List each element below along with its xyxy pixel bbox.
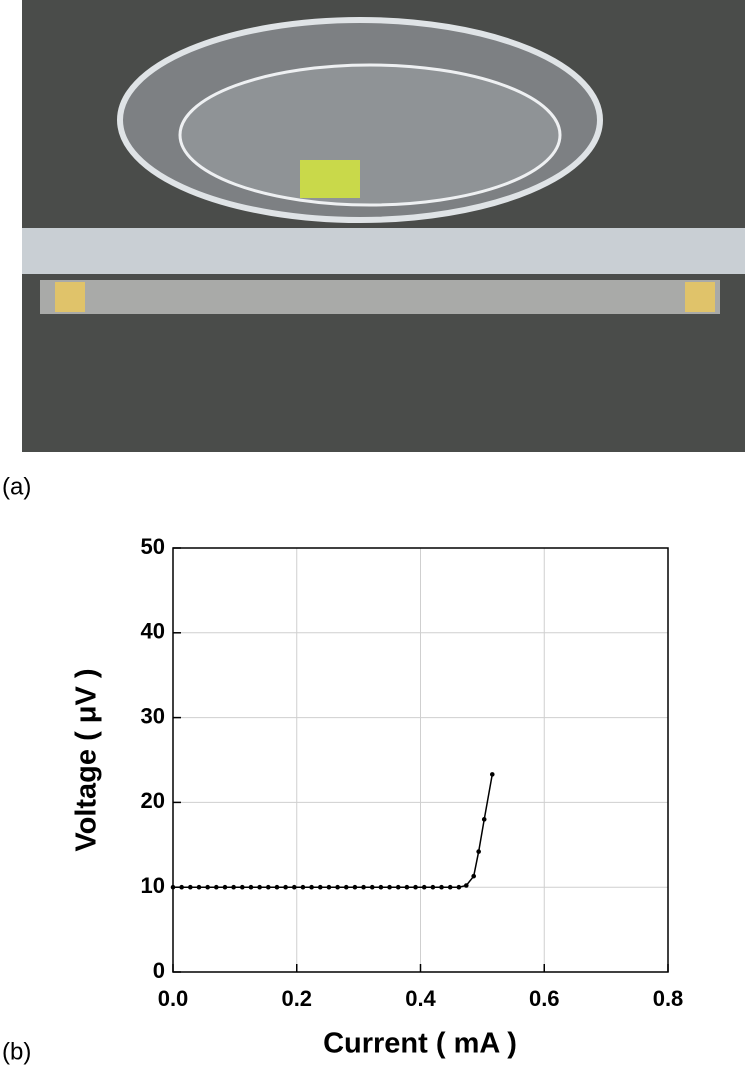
contact xyxy=(685,282,715,312)
data-point xyxy=(378,884,384,890)
data-point xyxy=(395,884,401,890)
data-point xyxy=(283,884,288,890)
data-point xyxy=(222,884,228,890)
y-tick-label: 40 xyxy=(141,619,165,644)
data-point xyxy=(265,884,271,890)
x-axis-label: Current ( mA ) xyxy=(323,1028,517,1060)
data-point xyxy=(300,884,306,890)
data-point xyxy=(413,884,418,890)
data-point xyxy=(430,884,436,890)
data-point xyxy=(317,884,323,890)
data-point xyxy=(471,873,477,879)
x-tick-label: 0.2 xyxy=(281,986,312,1011)
data-point xyxy=(205,884,210,890)
data-point xyxy=(188,884,193,890)
panel-label: (a) xyxy=(2,473,31,500)
y-tick-label: 20 xyxy=(141,788,165,813)
data-point xyxy=(369,884,375,890)
data-point xyxy=(481,817,487,822)
y-tick-label: 50 xyxy=(141,534,165,559)
panel-label: (b) xyxy=(2,1038,31,1065)
data-point xyxy=(361,884,366,890)
data-point xyxy=(257,884,262,890)
data-point xyxy=(179,884,184,890)
data-point xyxy=(170,884,176,890)
plot-frame xyxy=(172,547,669,973)
data-point xyxy=(352,884,358,890)
data-point xyxy=(335,884,340,890)
data-point xyxy=(447,884,453,890)
x-tick-label: 0.8 xyxy=(653,986,684,1011)
sample xyxy=(300,160,360,198)
x-tick-label: 0.6 xyxy=(529,986,560,1011)
data-point xyxy=(248,884,254,890)
data-point xyxy=(439,884,444,890)
x-tick-label: 0.4 xyxy=(405,986,436,1011)
ruler-back xyxy=(40,280,720,314)
data-point xyxy=(489,772,495,777)
data-point xyxy=(309,884,314,890)
data-point xyxy=(214,884,219,890)
y-tick-label: 10 xyxy=(141,873,165,898)
data-point xyxy=(326,884,332,890)
data-point xyxy=(421,884,427,890)
contact xyxy=(55,282,85,312)
data-point xyxy=(476,849,481,854)
data-point xyxy=(196,884,202,890)
x-tick-label: 0.0 xyxy=(158,986,189,1011)
data-point xyxy=(463,883,469,888)
data-point xyxy=(456,884,462,890)
data-point xyxy=(387,884,392,890)
data-point xyxy=(404,884,410,890)
data-point xyxy=(343,884,349,890)
y-axis-label: Voltage ( μV ) xyxy=(71,668,103,851)
data-line xyxy=(173,774,494,888)
photo xyxy=(22,0,745,452)
petri-dish-inner xyxy=(178,63,562,207)
ruler-front xyxy=(22,228,745,274)
data-point xyxy=(240,884,245,890)
data-point xyxy=(291,884,297,890)
data-point xyxy=(274,884,280,890)
data-point xyxy=(231,884,236,890)
y-tick-label: 0 xyxy=(153,958,165,983)
y-tick-label: 30 xyxy=(141,703,165,728)
